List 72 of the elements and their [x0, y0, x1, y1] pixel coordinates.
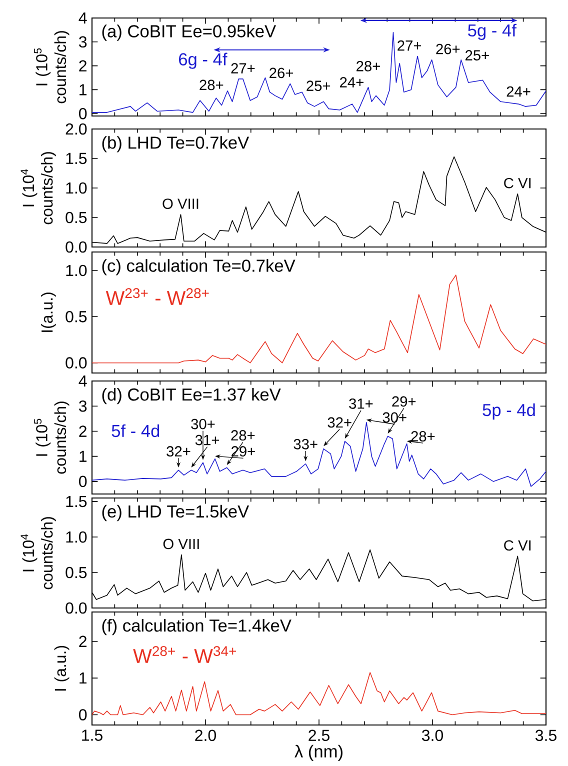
y-tick-label: 0 — [79, 108, 87, 120]
x-axis-title: λ (nm) — [294, 744, 342, 762]
chart-title: (f) calculation Te=1.4keV — [102, 618, 292, 636]
chart-title: (e) LHD Te=1.5keV — [102, 504, 250, 522]
y-tick-label: 0.0 — [66, 241, 87, 253]
text: W$^{23+}$ - W$^{28+}$ — [106, 288, 209, 305]
annotation: 27+ — [398, 40, 422, 51]
annotation: 6g - 4f — [179, 52, 228, 69]
chart-title: (d) CoBIT Ee=1.37 keV — [102, 388, 281, 404]
y-tick-label: 0.5 — [66, 311, 87, 322]
annotation: 5g - 4f — [468, 24, 516, 40]
annotation: 28+ — [200, 80, 224, 90]
y-tick-label: 2 — [79, 60, 86, 72]
y-tick-label: 0.0 — [66, 602, 87, 614]
chart-title: (a) CoBIT Ee=0.95keV — [102, 24, 276, 41]
annotation: 24+ — [506, 86, 530, 97]
annotation: 24+ — [340, 77, 364, 88]
x-tick-label: 2.5 — [308, 730, 330, 742]
annotation: C VI — [504, 540, 531, 551]
y-tick-label: 1.0 — [66, 531, 87, 543]
y-tick-label: 0.5 — [66, 212, 87, 224]
y-axis-title: I (10$^{4}$ counts/ch) — [20, 517, 56, 590]
y-axis-title: I (a.u.) — [54, 646, 70, 691]
annotation: 30+ — [191, 418, 215, 430]
annotation: 26+ — [270, 68, 294, 78]
y-tick-label: 1 — [80, 672, 87, 684]
y-tick-label: 1 — [80, 450, 87, 462]
annotation: 28+ — [411, 431, 435, 442]
y-tick-label: 1.0 — [66, 264, 87, 276]
y-tick-label: 0 — [79, 709, 87, 720]
y-tick-label: 1.5 — [66, 496, 87, 508]
y-axis-title: I (10$^{5}$ counts/ch) — [34, 402, 70, 474]
y-tick-label: 0.5 — [66, 566, 87, 578]
y-tick-label: 3 — [78, 36, 87, 48]
annotation: 32+ — [328, 417, 352, 428]
y-tick-label: 3 — [78, 400, 87, 412]
annotation: 5p - 4d — [482, 403, 535, 420]
annotation: 25+ — [465, 50, 489, 60]
chart-title: (c) calculation Te=0.7keV — [102, 259, 296, 276]
y-axis-title: I (10$^{5}$ counts/ch) — [34, 31, 70, 104]
x-tick-label: 2.0 — [195, 730, 216, 742]
y-axis-title: I(a.u.) — [40, 292, 56, 332]
annotation: 28+ — [356, 60, 380, 72]
y-tick-label: 4 — [78, 12, 87, 24]
annotation: O VIII — [162, 198, 198, 209]
annotation: O VIII — [163, 538, 199, 550]
y-tick-label: 2.0 — [66, 123, 87, 135]
y-tick-label: 2 — [79, 636, 86, 647]
annotation: 28+ — [231, 430, 255, 441]
y-tick-label: 0.0 — [66, 357, 87, 368]
y-tick-label: 1.0 — [66, 182, 87, 194]
annotation: 32+ — [166, 446, 190, 457]
annotation: 25+ — [306, 80, 330, 92]
series-label: W$^{28+}$ - W$^{34+}$ — [133, 646, 236, 663]
annotation: C VI — [504, 178, 531, 188]
chart-title: (b) LHD Te=0.7keV — [102, 136, 250, 152]
y-tick-label: 4 — [78, 376, 87, 387]
y-tick-label: 1.5 — [66, 152, 87, 164]
x-tick-label: 3.5 — [535, 730, 556, 742]
y-tick-label: 2 — [79, 426, 86, 437]
line-series — [92, 274, 546, 364]
annotation: 26+ — [436, 44, 460, 54]
annotation: 27+ — [231, 63, 255, 74]
annotation: 5f - 4d — [112, 424, 160, 438]
y-tick-label: 0 — [79, 476, 87, 488]
annotation: 33+ — [294, 438, 318, 450]
annotation: 31+ — [349, 398, 373, 409]
annotation: 29+ — [392, 396, 416, 407]
line-series — [92, 672, 546, 716]
y-axis-title: I (10$^{4}$ counts/ch) — [20, 152, 56, 224]
y-tick-label: 1 — [80, 84, 87, 96]
x-tick-label: 3.0 — [422, 730, 444, 742]
